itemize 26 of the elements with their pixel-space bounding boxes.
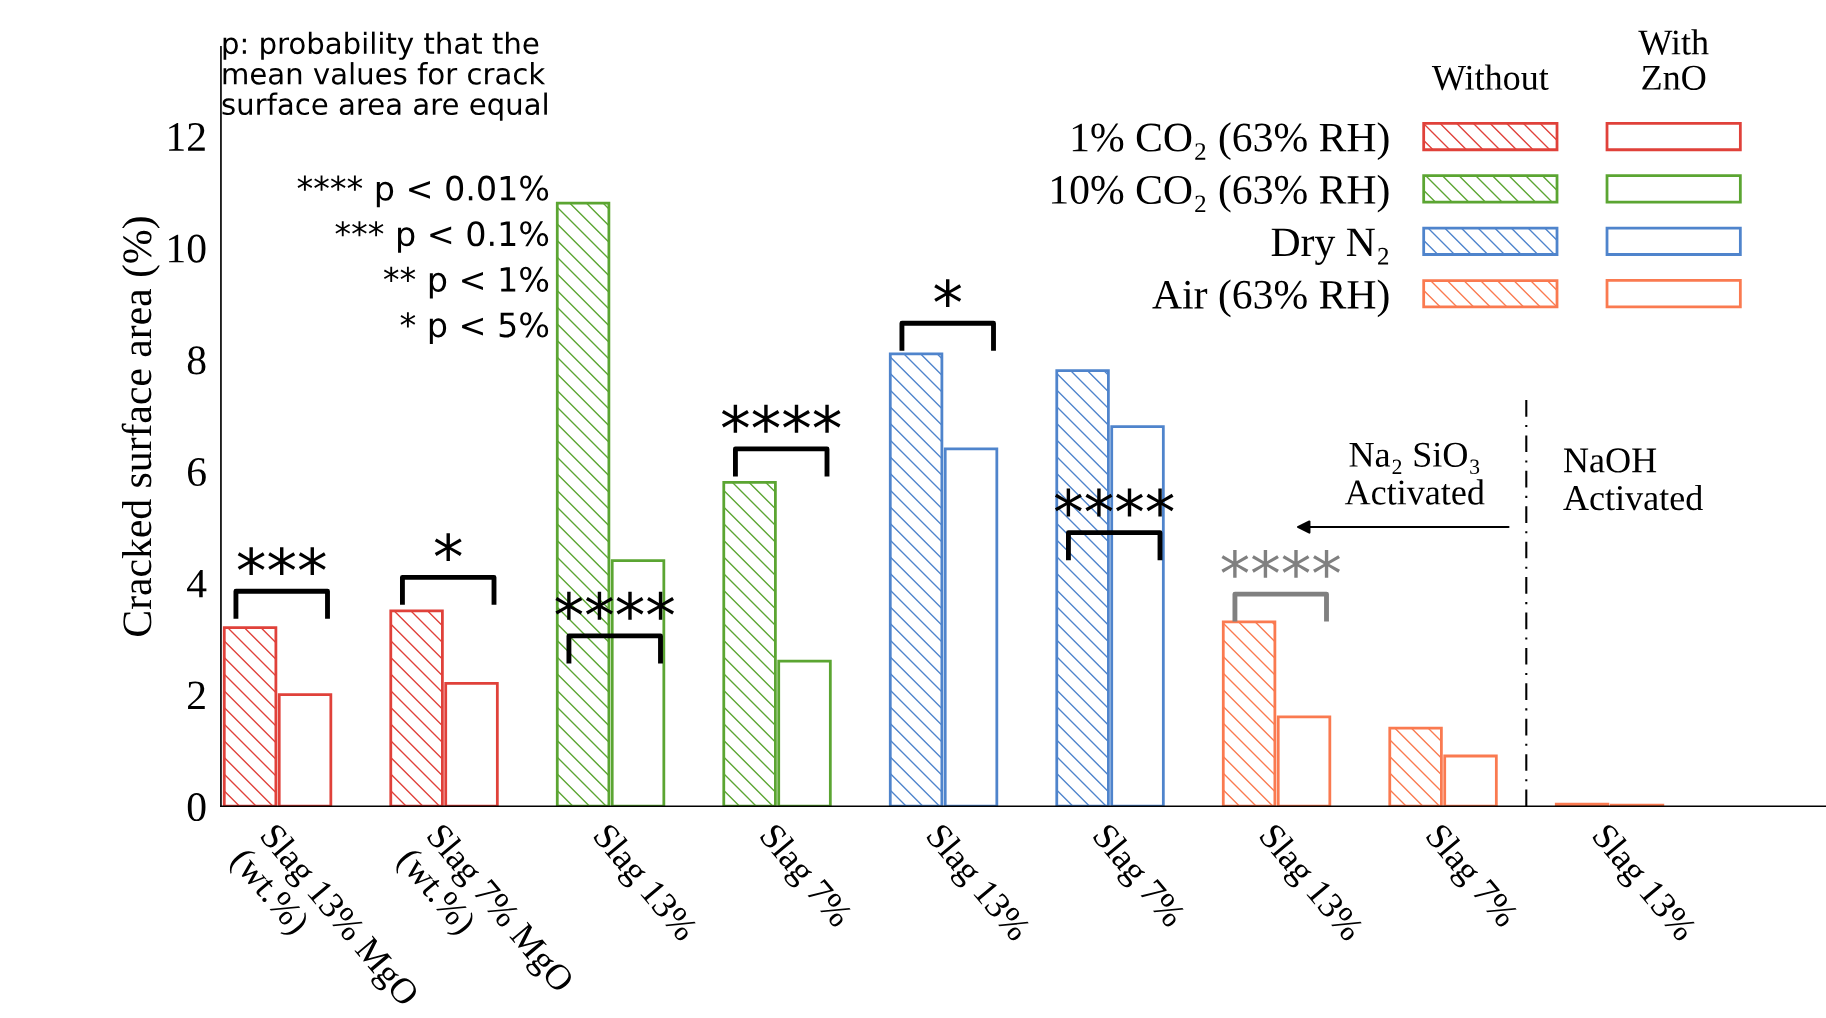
annotation: **** [1221,549,1340,578]
legend-label: Dry N₂ [1271,228,1389,265]
y-tick-label: 8 [187,346,206,375]
y-tick-label: 4 [187,569,207,598]
y-tick-label: 6 [188,458,206,487]
annotation: **** p < 0.01% [297,175,549,208]
legend-label: 10% CO₂ (63% RH) [1051,174,1389,213]
annotation: NaOH Activated [1563,448,1703,511]
annotation: With ZnO [1638,29,1709,90]
annotation: Na₂ SiO₃ Activated [1344,442,1485,505]
annotation: Without [1431,64,1549,91]
annotation: * [934,279,962,307]
y-tick-label: 2 [188,681,205,710]
annotation: p: probability that the mean values for crack surface area are equal [222,31,547,121]
annotation: *** p < 0.1% [335,221,549,253]
annotation: * p < 5% [400,312,549,344]
annotation: ** p < 1% [383,266,549,299]
y-tick-label: 12 [169,123,205,151]
y-tick-label: 10 [169,234,206,263]
legend-label: Air (63% RH) [1152,279,1389,318]
annotation: * [434,533,462,562]
legend-label: 1% CO₂ (63% RH) [1072,122,1389,161]
annotation: *** [237,547,326,576]
y-tick-label: 0 [187,793,206,822]
y-axis-title: Cracked surface area (%) [121,217,160,636]
annotation: **** [721,404,841,433]
